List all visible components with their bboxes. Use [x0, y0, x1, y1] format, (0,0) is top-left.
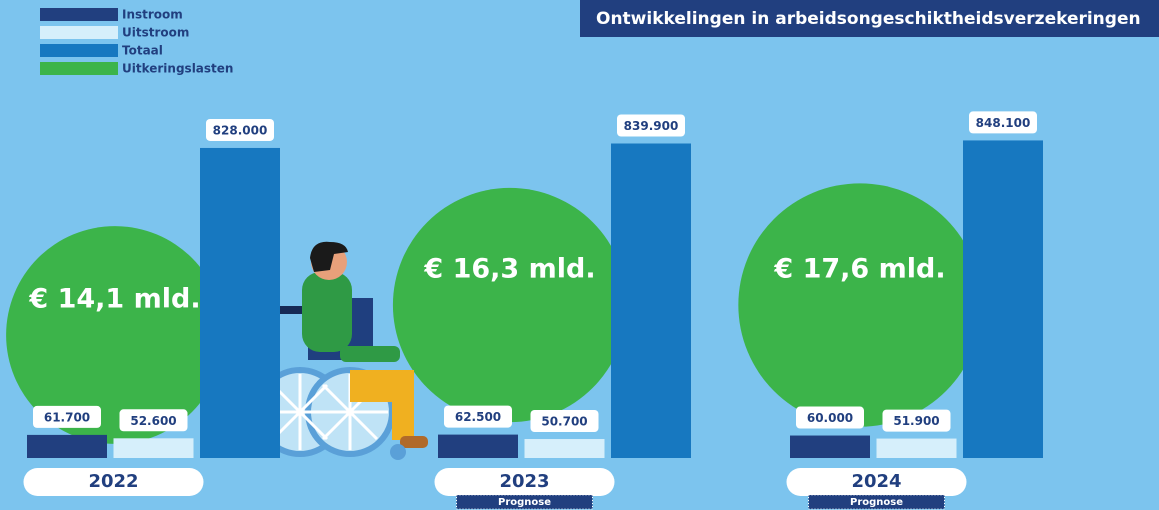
bar [963, 140, 1043, 458]
bar [438, 435, 518, 458]
legend-label: Instroom [122, 8, 183, 22]
bubble [393, 188, 627, 422]
value-label: 62.500 [455, 410, 501, 424]
value-label: 51.900 [893, 414, 939, 428]
bubble-label: € 17,6 mld. [773, 254, 945, 285]
page: {"chart_data": { "type": "bar", "title":… [0, 0, 1159, 510]
bar [114, 438, 194, 458]
legend-swatch [40, 62, 118, 75]
chart: Ontwikkelingen in arbeidsongeschiktheids… [0, 0, 1159, 510]
value-label: 839.900 [624, 119, 679, 133]
value-label: 50.700 [541, 415, 587, 429]
value-label: 828.000 [213, 123, 268, 137]
bubble-label: € 14,1 mld. [28, 284, 200, 315]
legend-label: Uitkeringslasten [122, 62, 233, 76]
legend-swatch [40, 8, 118, 21]
annotation: Prognose [498, 497, 551, 508]
legend-swatch [40, 44, 118, 57]
x-tick-label: 2022 [88, 471, 138, 492]
x-tick-label: 2024 [851, 471, 901, 492]
bar [877, 439, 957, 458]
value-label: 848.100 [976, 116, 1031, 130]
legend-label: Totaal [122, 44, 163, 58]
value-label: 60.000 [807, 411, 853, 425]
bar [525, 439, 605, 458]
value-label: 52.600 [130, 414, 176, 428]
bubble [738, 183, 981, 426]
chart-title: Ontwikkelingen in arbeidsongeschiktheids… [596, 9, 1141, 29]
annotation: Prognose [850, 497, 903, 508]
bar [790, 436, 870, 458]
value-label: 61.700 [44, 410, 90, 424]
bar [611, 144, 691, 458]
x-tick-label: 2023 [499, 471, 549, 492]
legend-label: Uitstroom [122, 26, 189, 40]
bar [27, 435, 107, 458]
bubble-label: € 16,3 mld. [423, 254, 595, 285]
legend-swatch [40, 26, 118, 39]
bar [200, 148, 280, 458]
